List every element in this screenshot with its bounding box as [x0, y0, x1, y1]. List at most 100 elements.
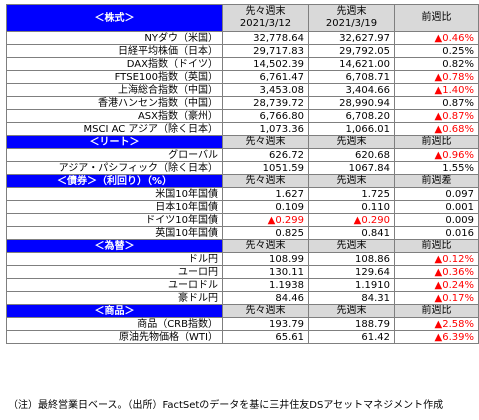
- table-row: ユーロ円 130.11 129.64 ▲0.36%: [6, 265, 479, 279]
- week-change-value: ▲0.24%: [394, 278, 479, 292]
- prev-week-value: 14,621.00: [308, 57, 395, 71]
- prev-week-value: 28,990.94: [308, 96, 395, 110]
- section-title-bonds: ＜債券＞（利回り）（%）: [6, 174, 223, 188]
- prev-week-value: 61.42: [308, 330, 395, 344]
- row-label: アジア・パシフィック（除く日本）: [6, 161, 223, 175]
- prev-prev-week-value: 65.61: [222, 330, 309, 344]
- column-header-bonds-0: 先々週末: [222, 174, 309, 188]
- table-row: 日本10年国債 0.109 0.110 0.001: [6, 200, 479, 214]
- week-change-value: 0.87%: [394, 96, 479, 110]
- column-header-line: 先週末: [336, 136, 367, 148]
- week-change-value: 1.55%: [394, 161, 479, 175]
- prev-prev-week-value: 3,453.08: [222, 83, 309, 97]
- column-header-stocks-2: 前週比: [394, 4, 479, 32]
- table-row: 原油先物価格（WTI） 65.61 61.42 ▲6.39%: [6, 330, 479, 344]
- table-row: 豪ドル円 84.46 84.31 ▲0.17%: [6, 291, 479, 305]
- column-header-line: 先々週末: [245, 6, 286, 17]
- prev-prev-week-value: 0.825: [222, 226, 309, 240]
- prev-prev-week-value: 108.99: [222, 252, 309, 266]
- week-change-value: 0.097: [394, 187, 479, 201]
- table-row: 日経平均株価（日本） 29,717.83 29,792.05 0.25%: [6, 44, 479, 58]
- prev-week-value: 1,066.01: [308, 122, 395, 136]
- column-header-line: 2021/3/19: [325, 18, 378, 29]
- row-label: 原油先物価格（WTI）: [6, 330, 223, 344]
- row-label: 豪ドル円: [6, 291, 223, 305]
- section-title-reit: ＜リート＞: [6, 135, 223, 149]
- row-label: グローバル: [6, 148, 223, 162]
- column-header-fx-1: 先週末: [308, 239, 395, 253]
- row-label: ASX指数（豪州）: [6, 109, 223, 123]
- table-row: 香港ハンセン指数（中国） 28,739.72 28,990.94 0.87%: [6, 96, 479, 110]
- prev-prev-week-value: 6,761.47: [222, 70, 309, 84]
- prev-week-value: 6,708.20: [308, 109, 395, 123]
- table-row: アジア・パシフィック（除く日本） 1051.59 1067.84 1.55%: [6, 161, 479, 175]
- column-header-line: 前週差: [421, 175, 452, 187]
- section-header-row-fx: ＜為替＞ 先々週末 先週末 前週比: [6, 239, 479, 253]
- column-header-commodities-0: 先々週末: [222, 304, 309, 318]
- prev-prev-week-value: 1.1938: [222, 278, 309, 292]
- table-row: ASX指数（豪州） 6,766.80 6,708.20 ▲0.87%: [6, 109, 479, 123]
- prev-week-value: 0.110: [308, 200, 395, 214]
- table-row: 商品（CRB指数） 193.79 188.79 ▲2.58%: [6, 317, 479, 331]
- prev-week-value: 84.31: [308, 291, 395, 305]
- prev-prev-week-value: 6,766.80: [222, 109, 309, 123]
- footnote: （注）最終営業日ベース。（出所）FactSetのデータを基に三井住友DSアセット…: [8, 400, 444, 411]
- prev-week-value: 108.86: [308, 252, 395, 266]
- column-header-line: 前週比: [421, 240, 452, 252]
- week-change-value: ▲0.68%: [394, 122, 479, 136]
- week-change-value: 0.016: [394, 226, 479, 240]
- prev-prev-week-value: 193.79: [222, 317, 309, 331]
- column-header-line: 前週比: [421, 12, 452, 23]
- prev-week-value: 129.64: [308, 265, 395, 279]
- week-change-value: ▲2.58%: [394, 317, 479, 331]
- column-header-bonds-2: 前週差: [394, 174, 479, 188]
- prev-week-value: 620.68: [308, 148, 395, 162]
- row-label: ドル円: [6, 252, 223, 266]
- row-label: 商品（CRB指数）: [6, 317, 223, 331]
- prev-prev-week-value: 29,717.83: [222, 44, 309, 58]
- week-change-value: 0.001: [394, 200, 479, 214]
- prev-week-value: 1.725: [308, 187, 395, 201]
- table-row: 米国10年国債 1.627 1.725 0.097: [6, 187, 479, 201]
- week-change-value: 0.25%: [394, 44, 479, 58]
- section-title-fx: ＜為替＞: [6, 239, 223, 253]
- table-row: ユーロドル 1.1938 1.1910 ▲0.24%: [6, 278, 479, 292]
- prev-prev-week-value: 84.46: [222, 291, 309, 305]
- row-label: 米国10年国債: [6, 187, 223, 201]
- week-change-value: ▲0.78%: [394, 70, 479, 84]
- column-header-line: 先々週末: [245, 240, 286, 252]
- column-header-commodities-2: 前週比: [394, 304, 479, 318]
- market-summary-table: ＜株式＞ 先々週末 2021/3/12 先週末 2021/3/19 前週比 NYダウ（米国）…: [6, 4, 479, 344]
- row-label: NYダウ（米国）: [6, 31, 223, 45]
- week-change-value: ▲0.46%: [394, 31, 479, 45]
- column-header-line: 先週末: [336, 305, 367, 317]
- section-header-row-bonds: ＜債券＞（利回り）（%） 先々週末 先週末 前週差: [6, 174, 479, 188]
- column-header-reit-2: 前週比: [394, 135, 479, 149]
- prev-week-value: 1067.84: [308, 161, 395, 175]
- prev-prev-week-value: 0.109: [222, 200, 309, 214]
- week-change-value: 0.82%: [394, 57, 479, 71]
- week-change-value: ▲1.40%: [394, 83, 479, 97]
- row-label: FTSE100指数（英国）: [6, 70, 223, 84]
- week-change-value: ▲0.96%: [394, 148, 479, 162]
- prev-week-value: 3,404.66: [308, 83, 395, 97]
- prev-week-value: 29,792.05: [308, 44, 395, 58]
- table-row: グローバル 626.72 620.68 ▲0.96%: [6, 148, 479, 162]
- prev-prev-week-value: ▲0.299: [222, 213, 309, 227]
- prev-prev-week-value: 1051.59: [222, 161, 309, 175]
- prev-week-value: 1.1910: [308, 278, 395, 292]
- prev-prev-week-value: 28,739.72: [222, 96, 309, 110]
- column-header-line: 前週比: [421, 305, 452, 317]
- row-label: 日経平均株価（日本）: [6, 44, 223, 58]
- table-row: 英国10年国債 0.825 0.841 0.016: [6, 226, 479, 240]
- table-row: ドイツ10年国債 ▲0.299 ▲0.290 0.009: [6, 213, 479, 227]
- column-header-line: 先週末: [336, 175, 367, 187]
- week-change-value: ▲6.39%: [394, 330, 479, 344]
- column-header-fx-2: 前週比: [394, 239, 479, 253]
- table-row: DAX指数（ドイツ） 14,502.39 14,621.00 0.82%: [6, 57, 479, 71]
- week-change-value: ▲0.17%: [394, 291, 479, 305]
- column-header-stocks-1: 先週末 2021/3/19: [308, 4, 395, 32]
- column-header-line: 先々週末: [245, 136, 286, 148]
- prev-prev-week-value: 1.627: [222, 187, 309, 201]
- column-header-line: 先々週末: [245, 305, 286, 317]
